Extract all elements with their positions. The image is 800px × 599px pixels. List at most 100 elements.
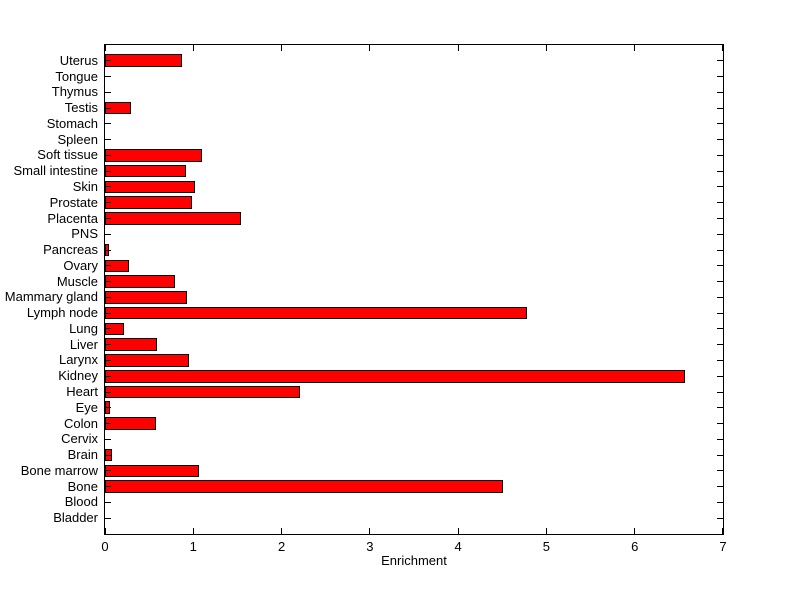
x-axis-tick-bottom [369,528,371,534]
y-axis-tick-left [105,249,111,251]
y-tick-label-spleen: Spleen [57,131,98,147]
y-tick-label-ovary: Ovary [63,257,98,273]
bar-bone [105,480,504,493]
bar-mammary-gland [105,291,188,304]
y-axis-tick-right [717,265,723,267]
x-axis-tick-top [722,45,723,51]
x-axis-tick-top [634,45,636,51]
x-axis-tick-bottom [457,528,459,534]
x-tick-label-5: 5 [542,539,551,554]
y-axis-tick-left [105,470,111,472]
y-tick-label-brain: Brain [67,447,98,463]
y-axis-tick-right [717,407,723,409]
y-axis-tick-left [105,344,111,346]
y-axis-tick-left [105,486,111,488]
y-tick-label-eye: Eye [75,399,98,415]
y-axis-tick-right [717,233,723,235]
y-axis-tick-right [717,391,723,393]
x-axis-tick-top [369,45,371,51]
x-axis-tick-top [105,45,106,51]
y-tick-label-blood: Blood [64,494,98,510]
y-axis-tick-right [717,470,723,472]
bar-colon [105,417,157,430]
y-axis-tick-right [717,170,723,172]
bar-liver [105,338,158,351]
y-axis-tick-left [105,375,111,377]
x-axis-tick-bottom [634,528,636,534]
x-axis-tick-top [281,45,283,51]
y-axis-tick-left [105,359,111,361]
y-tick-label-heart: Heart [66,384,98,400]
x-axis-tick-bottom [545,528,547,534]
y-tick-label-stomach: Stomach [46,115,98,131]
y-axis-tick-left [105,265,111,267]
bar-soft-tissue [105,149,203,162]
y-tick-label-lymph-node: Lymph node [26,305,98,321]
y-tick-label-thymus: Thymus [51,84,98,100]
y-axis-tick-left [105,517,111,519]
y-axis-tick-left [105,423,111,425]
y-axis-tick-left [105,391,111,393]
y-axis-tick-left [105,107,111,109]
y-tick-label-prostate: Prostate [49,194,98,210]
y-axis-tick-right [717,486,723,488]
bar-lymph-node [105,306,527,320]
y-axis-tick-left [105,407,111,409]
y-axis-tick-right [717,375,723,377]
plot-area [104,44,724,535]
y-axis-tick-right [717,202,723,204]
bar-small-intestine [105,164,187,178]
y-tick-label-mammary-gland: Mammary gland [4,289,98,305]
x-tick-label-0: 0 [101,539,109,554]
y-tick-label-uterus: Uterus [59,52,98,68]
y-axis-tick-right [717,91,723,93]
y-axis-tick-right [717,249,723,251]
y-axis-tick-right [717,76,723,78]
y-axis-tick-right [717,328,723,330]
y-tick-label-bone-marrow: Bone marrow [20,462,98,478]
y-axis-tick-left [105,202,111,204]
y-axis-tick-right [717,186,723,188]
y-axis-tick-right [717,218,723,220]
bar-heart [105,385,301,399]
y-axis-tick-right [717,154,723,156]
y-axis-tick-left [105,233,111,235]
y-tick-label-pns: PNS [71,226,98,242]
y-tick-label-testis: Testis [64,100,98,116]
y-tick-label-lung: Lung [69,320,98,336]
x-axis-tick-bottom [192,528,194,534]
y-tick-label-bladder: Bladder [53,510,98,526]
y-axis-tick-left [105,91,111,93]
y-axis-tick-left [105,154,111,156]
y-axis-tick-right [717,296,723,298]
y-tick-label-larynx: Larynx [58,352,98,368]
y-axis-tick-left [105,501,111,503]
y-tick-label-tongue: Tongue [55,68,98,84]
y-axis-tick-left [105,438,111,440]
y-axis-tick-left [105,60,111,62]
x-tick-label-3: 3 [366,539,374,554]
y-tick-label-soft-tissue: Soft tissue [37,147,98,163]
y-axis-tick-left [105,218,111,220]
x-axis-tick-top [457,45,459,51]
y-axis-tick-left [105,170,111,172]
y-tick-label-kidney: Kidney [58,368,98,384]
bar-kidney [105,369,686,383]
y-tick-label-colon: Colon [64,415,98,431]
y-axis-tick-right [717,139,723,141]
x-axis-title: Enrichment [381,553,447,568]
y-axis-tick-right [717,501,723,503]
y-axis-tick-left [105,123,111,125]
x-tick-label-7: 7 [719,539,727,554]
y-axis-tick-left [105,139,111,141]
bar-skin [105,180,196,194]
bar-bone-marrow [105,464,200,478]
y-axis-tick-left [105,76,111,78]
y-axis-tick-left [105,454,111,456]
y-axis-tick-right [717,438,723,440]
y-axis-tick-right [717,359,723,361]
y-axis-tick-right [717,123,723,125]
x-tick-label-6: 6 [631,539,639,554]
y-tick-label-cervix: Cervix [61,431,98,447]
y-axis-tick-left [105,312,111,314]
